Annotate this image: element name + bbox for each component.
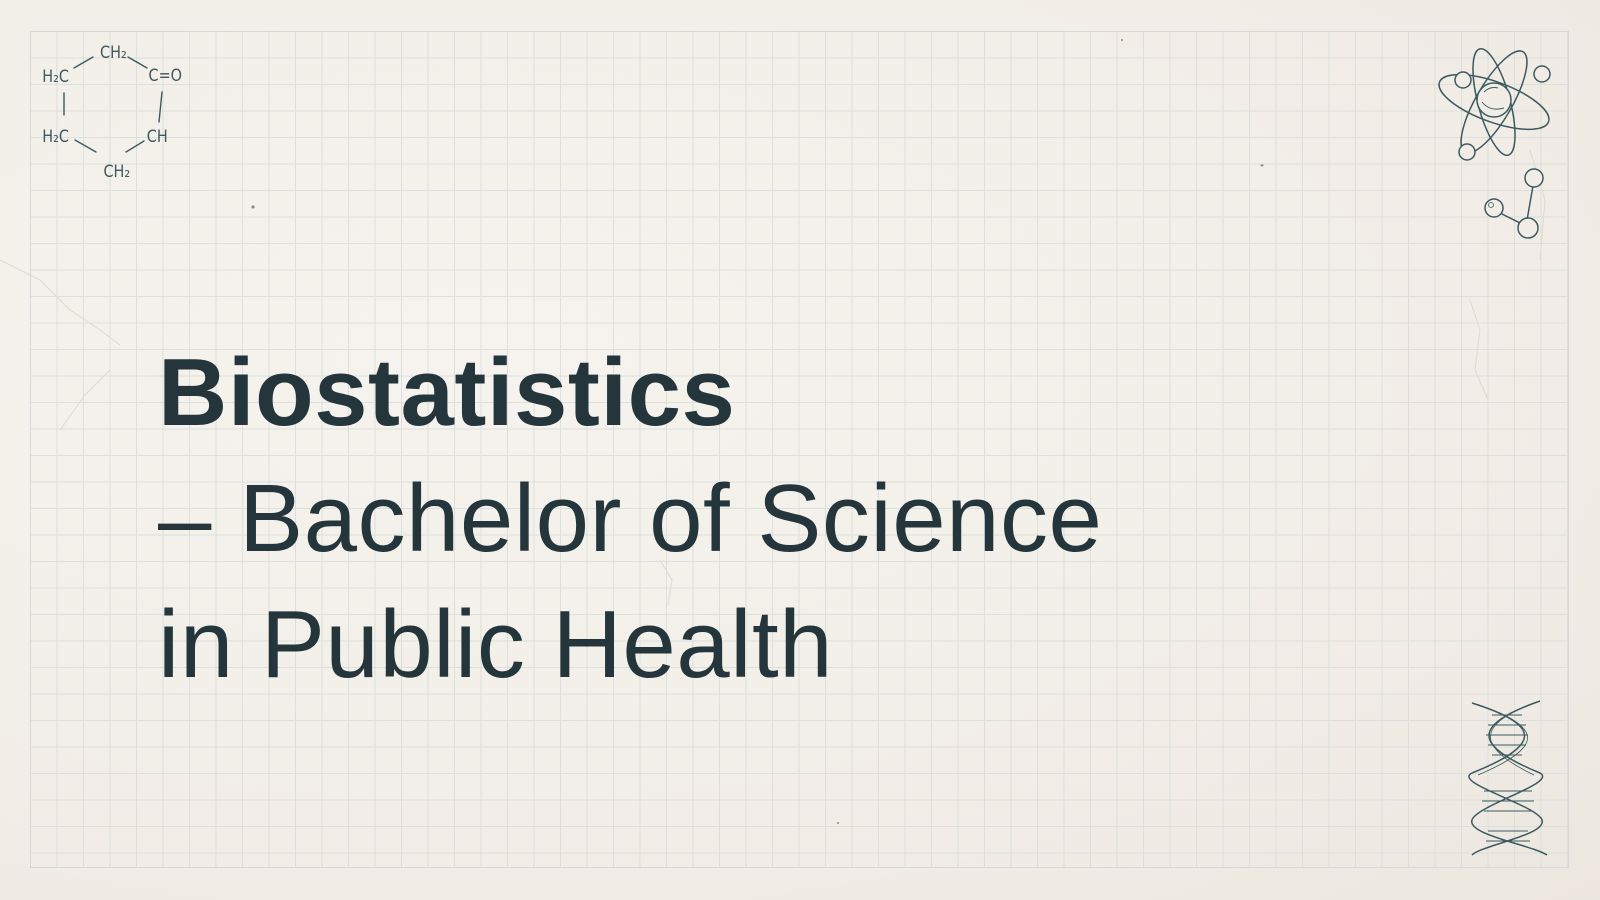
slide-title: Biostatistics – Bachelor of Science in P… bbox=[158, 330, 1102, 708]
title-main: Biostatistics bbox=[158, 339, 736, 446]
dna-helix-icon bbox=[1462, 695, 1558, 857]
graph-paper-grid bbox=[30, 31, 1569, 868]
molecule-label: H₂C bbox=[42, 126, 69, 146]
molecule-icon bbox=[1478, 166, 1550, 246]
molecule-label: CH₂ bbox=[103, 161, 130, 181]
title-subtitle-line-2: in Public Health bbox=[158, 591, 834, 698]
molecule-label: CH bbox=[147, 126, 168, 146]
atom-icon bbox=[1438, 40, 1558, 170]
molecule-label: CH₂ bbox=[100, 42, 127, 62]
title-subtitle-line-1: – Bachelor of Science bbox=[158, 465, 1103, 572]
molecule-label: C=O bbox=[149, 65, 183, 85]
molecule-label: H₂C bbox=[42, 66, 69, 86]
cyclohexenone-structure-icon: CH₂ H₂C C=O H₂C CH CH₂ bbox=[38, 38, 198, 188]
